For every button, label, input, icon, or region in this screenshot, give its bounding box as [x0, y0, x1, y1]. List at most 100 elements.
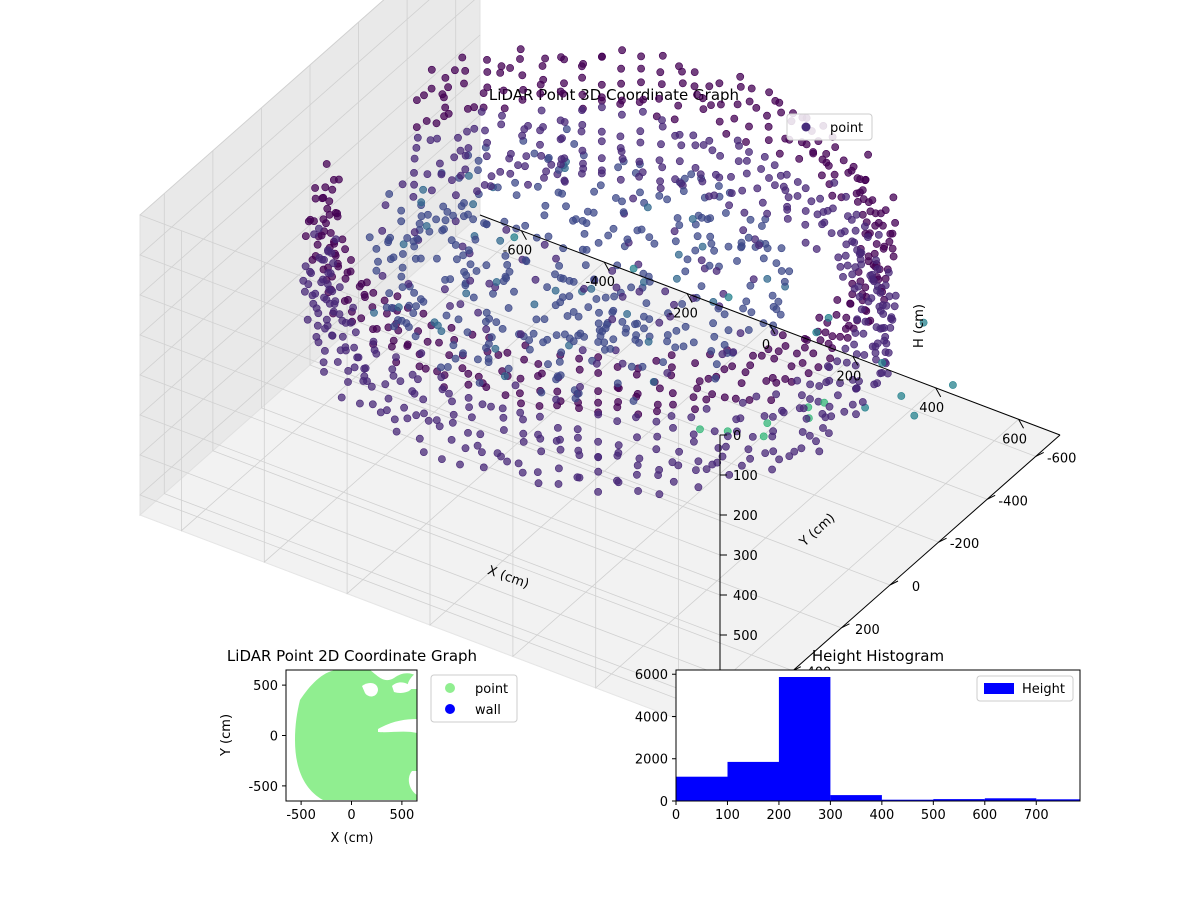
chart-3d-point [353, 353, 362, 362]
chart-3d-point [569, 277, 578, 286]
chart-3d-point [857, 305, 866, 314]
chart-3d-point [595, 326, 604, 335]
chart-3d-point [325, 197, 334, 206]
chart-3d-point [534, 360, 543, 368]
chart-3d-point [707, 239, 716, 248]
chart-3d-point [578, 106, 586, 114]
chart-3d-point [715, 117, 724, 126]
chart-3d-point [321, 324, 329, 333]
chart-3d-point [537, 106, 546, 115]
chart-3d-point [731, 394, 740, 403]
chart-3d-point [447, 323, 456, 332]
chart-3d-point [362, 278, 371, 287]
chart-3d-point [669, 423, 677, 432]
chart-3d-point [536, 126, 544, 135]
chart-3d-point [655, 318, 664, 327]
chart-3d-point [805, 431, 814, 440]
chart-3d-point [672, 326, 681, 335]
chart-3d-point [775, 455, 783, 464]
chart-3d-point [469, 200, 477, 209]
chart-3d-point [333, 358, 342, 366]
chart-3d-point [874, 230, 883, 239]
chart-3d-point [658, 116, 666, 124]
chart-3d-point [777, 267, 786, 275]
chart-3d-point [663, 331, 672, 339]
chart-3d-point [834, 253, 843, 262]
chart-3d-point [859, 329, 868, 338]
chart-3d-point [469, 293, 478, 302]
chart-3d-point [372, 324, 381, 333]
chart-3d-point [555, 357, 564, 366]
chart-3d-point [629, 264, 638, 273]
chart-3d-point [633, 461, 642, 470]
chart-3d-point [707, 101, 715, 109]
chart-3d-point [397, 272, 406, 281]
chart-3d-point [449, 211, 457, 220]
chart-3d-point [580, 229, 589, 238]
chart-3d-point [410, 168, 418, 177]
chart-3d-point [594, 398, 602, 407]
chart-3d-point [346, 267, 355, 276]
chart-3d-point [392, 353, 400, 361]
chart-3d-point [736, 83, 745, 91]
chart-3d-point [408, 370, 417, 379]
chart-3d-point [598, 96, 606, 105]
chart-3d-point [415, 434, 424, 443]
chart-3d-point [355, 399, 364, 408]
chart-3d-point [740, 208, 749, 217]
chart-3d-point [465, 403, 473, 411]
chart-3d-point [779, 182, 788, 191]
chart-3d-point [654, 471, 662, 479]
chart-3d-point [506, 169, 515, 178]
chart-3d-point [540, 173, 548, 182]
chart-3d-point [474, 156, 483, 165]
chart-3d-point [687, 170, 696, 179]
chart-3d-point [668, 363, 676, 372]
chart-3d-point [674, 101, 683, 110]
chart-3d-point [715, 173, 724, 182]
chart-3d-point [806, 380, 814, 389]
chart-3d-point [384, 394, 393, 403]
chart-3d-point [691, 163, 700, 172]
chart-3d-point [441, 216, 450, 225]
chart-3d-point [720, 310, 729, 319]
chart-3d-point [718, 452, 727, 461]
chart-3d-point [466, 260, 475, 269]
chart-3d-point [696, 170, 705, 179]
chart-3d-point [499, 277, 508, 285]
chart-3d-point [412, 96, 421, 104]
chart-3d-point [320, 293, 328, 302]
chart-2d-gap-2 [392, 682, 412, 693]
chart-3d-point [400, 403, 408, 412]
chart-3d-point [464, 428, 472, 437]
chart-3d-point [459, 251, 468, 260]
chart-3d-point [511, 178, 519, 187]
chart-3d-point [521, 162, 529, 171]
chart-3d-point [536, 80, 545, 89]
chart-3d-point [643, 203, 652, 212]
chart-3d-point [783, 202, 791, 211]
chart-3d-point [720, 393, 729, 402]
chart-3d-gridline-y [406, 0, 988, 500]
chart-3d-point [885, 237, 894, 246]
chart-3d-point [598, 52, 606, 61]
chart-3d-point [521, 221, 530, 230]
chart-3d-point [479, 89, 488, 97]
chart-3d-point [576, 382, 584, 391]
chart-3d-point [659, 358, 667, 366]
chart-3d-point [556, 435, 564, 444]
chart-3d-point [832, 310, 841, 319]
chart-3d-point [560, 176, 569, 185]
chart-2d-scatter: LiDAR Point 2D Coordinate Graph -500 0 500… [219, 647, 518, 846]
chart-3d-zlabel: H (cm) [912, 304, 927, 348]
chart-3d-point [310, 230, 318, 239]
chart-3d-point [830, 170, 839, 179]
chart-3d-point [510, 233, 519, 242]
chart-3d-point [516, 408, 525, 417]
chart-3d-point [670, 300, 678, 309]
chart-3d-point [463, 328, 472, 337]
chart-3d-point [669, 477, 678, 486]
chart-3d-point [850, 238, 859, 247]
chart-3d-point [710, 427, 719, 436]
chart-hist-y-tick-label: 6000 [635, 668, 668, 683]
